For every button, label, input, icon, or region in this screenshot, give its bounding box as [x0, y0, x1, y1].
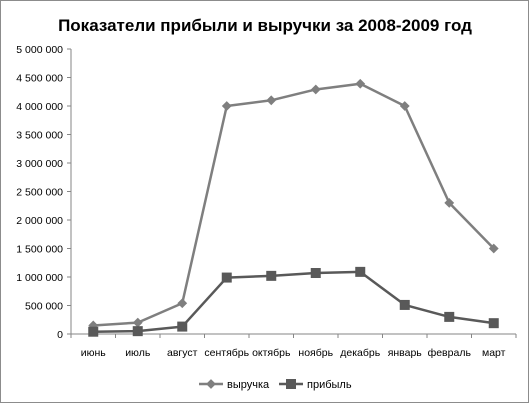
legend-item: прибыль	[279, 379, 352, 391]
x-tick-label: ноябрь	[298, 347, 333, 359]
data-point	[399, 101, 410, 111]
x-tick-label: июль	[125, 347, 151, 359]
y-tick-label: 2 000 000	[16, 215, 63, 227]
y-tick-label: 4 000 000	[16, 101, 63, 113]
x-tick-labels: июнь июль август сентябрь октябрь ноябрь декаб…	[81, 347, 506, 359]
y-tick-label: 3 500 000	[16, 130, 63, 142]
axes	[67, 48, 517, 338]
data-point	[355, 266, 366, 277]
data-point	[488, 243, 499, 254]
series-line	[93, 82, 495, 327]
data-point	[132, 317, 143, 328]
y-tick-label: 3 000 000	[16, 158, 63, 170]
x-tick-label: март	[482, 347, 506, 359]
legend-marker	[286, 379, 296, 389]
data-point	[444, 197, 455, 208]
data-point	[399, 299, 410, 310]
series-0	[88, 78, 499, 331]
x-tick-label: февраль	[428, 347, 472, 359]
y-tick-label: 1 000 000	[16, 272, 63, 284]
y-tick-label: 5 000 000	[16, 44, 63, 56]
series-line	[93, 270, 494, 333]
y-tick-label: 2 500 000	[16, 187, 63, 199]
data-point	[310, 268, 321, 279]
legend-label: прибыль	[307, 379, 352, 391]
x-tick-label: сентябрь	[204, 347, 249, 359]
legend: выручка прибыль	[199, 379, 352, 391]
data-point	[177, 298, 188, 309]
data-point	[88, 326, 99, 337]
legend-label: выручка	[227, 379, 270, 391]
series-lines	[88, 78, 499, 337]
y-tick-label: 0	[57, 329, 63, 341]
y-tick-label: 500 000	[25, 301, 63, 313]
data-point	[444, 311, 455, 322]
x-tick-label: январь	[388, 347, 423, 359]
chart-title: Показатели прибыли и выручки за 2008-200…	[58, 16, 472, 35]
series-1	[88, 266, 499, 337]
legend-marker	[206, 379, 216, 389]
x-tick-label: июнь	[81, 347, 107, 359]
data-point	[266, 95, 277, 106]
data-point	[221, 272, 232, 283]
y-tick-label: 1 500 000	[16, 244, 63, 256]
data-point	[488, 318, 499, 329]
data-point	[221, 101, 232, 111]
y-tick-labels: 0 500 000 1 000 000 1 500 000 2 000 000 2 500…	[16, 44, 63, 341]
data-point	[177, 321, 188, 332]
data-point	[355, 78, 366, 89]
data-point	[132, 326, 143, 337]
data-point	[266, 270, 277, 281]
data-point	[310, 84, 321, 95]
y-tick-label: 4 500 000	[16, 73, 63, 85]
x-tick-label: август	[167, 347, 198, 359]
x-tick-label: декабрь	[340, 347, 380, 359]
legend-item: выручка	[199, 379, 270, 391]
x-tick-label: октябрь	[252, 347, 291, 359]
